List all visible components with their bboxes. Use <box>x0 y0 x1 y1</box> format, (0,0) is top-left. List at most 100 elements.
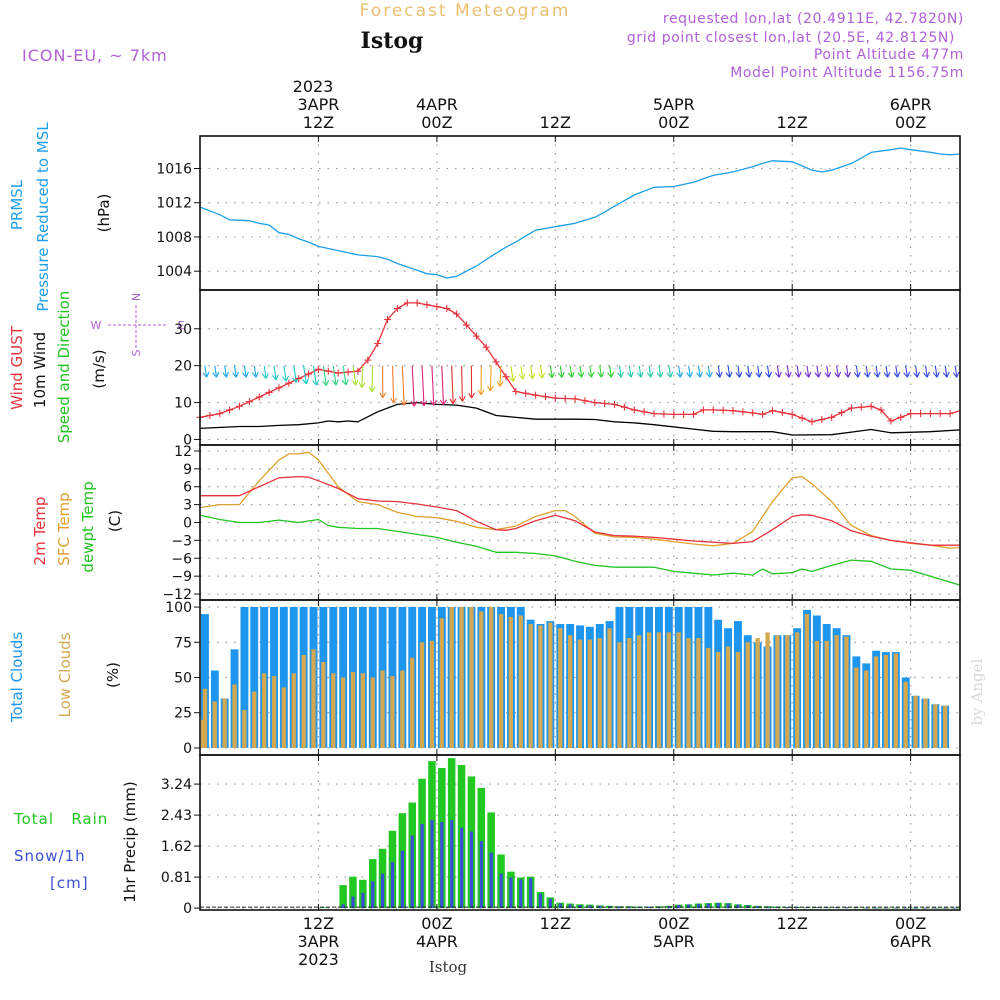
prmsl-label: PRMSL <box>8 179 26 230</box>
precip-ytick-label: 3.24 <box>161 777 192 793</box>
wind-direction-arrow <box>883 365 891 378</box>
snow-bar <box>795 907 799 909</box>
compass-n: N <box>130 293 143 301</box>
wind-direction-arrow <box>587 365 595 378</box>
clouds-ytick-label: 25 <box>174 706 192 722</box>
low-clouds-bar <box>212 701 217 748</box>
snow-bar <box>874 907 878 909</box>
low-clouds-bar <box>380 670 385 748</box>
snow-bar <box>588 905 592 909</box>
total-rain-label: Total Rain <box>13 810 108 828</box>
wind-ytick-label: 20 <box>174 359 192 375</box>
low-clouds-bar <box>459 607 464 748</box>
top-year-label: 2023 <box>293 77 334 96</box>
low-clouds-bar <box>558 628 563 748</box>
wind-direction-arrow <box>725 365 733 378</box>
total-clouds-label: Total Clouds <box>8 632 26 724</box>
snow-bar <box>450 820 454 909</box>
low-clouds-bar <box>656 632 662 748</box>
point-altitude: Point Altitude 477m <box>814 47 964 63</box>
temp-panel <box>199 451 961 586</box>
wind-gust-marker <box>384 316 392 324</box>
wind-10m-label: 10m Wind <box>31 332 49 408</box>
low-clouds-bar <box>568 635 573 748</box>
snow-bar <box>716 903 720 909</box>
total-clouds-bar <box>368 607 377 748</box>
wind-direction-arrow <box>538 365 546 379</box>
rain-bar <box>319 907 328 909</box>
wind-gust-marker <box>660 410 668 418</box>
wind-gust-marker <box>601 399 609 407</box>
total-clouds-bar <box>240 607 249 748</box>
wind-unit-label: (m/s) <box>90 349 108 388</box>
wind-direction-arrow <box>735 365 743 378</box>
wind-direction-arrow <box>261 365 269 379</box>
low-clouds-bar <box>262 673 267 748</box>
low-clouds-label: Low Clouds <box>56 632 74 717</box>
precip-ytick-label: 0 <box>183 901 192 917</box>
wind-gust-marker <box>443 304 451 312</box>
wind-gust-marker <box>403 299 411 307</box>
pressure-frame <box>199 135 961 291</box>
wind-direction-arrow <box>646 365 654 378</box>
compass-rose: N S W E <box>91 293 185 357</box>
low-clouds-bar <box>400 670 405 748</box>
wind-gust-marker <box>374 340 382 348</box>
low-clouds-bar <box>824 640 829 748</box>
compass-s: S <box>130 349 143 356</box>
temp-ytick-label: 0 <box>183 516 192 532</box>
wind-direction-arrow <box>626 365 634 378</box>
wind-direction-arrow <box>331 365 339 386</box>
low-clouds-bar <box>360 673 365 748</box>
low-clouds-bar <box>202 688 208 748</box>
snow-bar <box>430 820 434 909</box>
wind-direction-arrow <box>390 365 397 404</box>
wind-direction-arrow <box>952 365 960 378</box>
snow-bar <box>568 904 572 909</box>
footer-location: Istog <box>429 958 468 976</box>
cloud-unit-label: (%) <box>104 662 122 688</box>
wind-direction-arrow <box>814 365 822 378</box>
low-clouds-bar <box>311 649 316 748</box>
wind-direction-arrow <box>844 365 851 378</box>
wind-direction-arrow <box>509 365 517 382</box>
wind-direction-arrow <box>932 365 940 378</box>
wind-direction-arrow <box>282 365 289 382</box>
wind-gust-marker <box>551 394 559 402</box>
low-clouds-bar <box>242 709 247 748</box>
wind-gust-marker <box>255 393 263 401</box>
top-time-label: 5APR <box>653 95 695 114</box>
total-clouds-bar <box>279 607 288 748</box>
low-clouds-bar <box>785 635 790 748</box>
wind-direction-arrow <box>351 365 359 386</box>
snow-bar <box>548 898 552 909</box>
wind-gust-marker <box>364 356 372 364</box>
wind-direction-arrow <box>496 365 504 387</box>
low-clouds-bar <box>370 677 375 748</box>
snow-bar <box>825 907 829 909</box>
low-clouds-bar <box>903 681 908 748</box>
low-clouds-bar <box>271 676 277 748</box>
wind-gust-marker <box>393 304 401 312</box>
snow-bar <box>864 907 868 909</box>
low-clouds-bar <box>429 640 435 748</box>
compass-w: W <box>91 319 102 332</box>
wind-direction-arrow <box>676 365 684 378</box>
wind-gust-marker <box>462 321 470 329</box>
wind-direction-arrow <box>518 365 526 380</box>
snow-bar <box>844 907 849 909</box>
pressure-ytick-label: 1016 <box>156 162 192 178</box>
wind-direction-arrow <box>458 365 466 402</box>
low-clouds-bar <box>597 638 602 748</box>
low-clouds-bar <box>696 638 701 748</box>
temp-ytick-label: −9 <box>171 569 192 585</box>
precip-ytick-label: 0.81 <box>161 870 192 886</box>
snow-bar <box>687 904 691 908</box>
top-time-label: 3APR <box>297 95 339 114</box>
wind-gust-marker <box>936 410 944 418</box>
temp-sfc-label: SFC Temp <box>55 492 73 565</box>
low-clouds-bar <box>804 614 810 748</box>
total-clouds-bar <box>339 607 348 748</box>
